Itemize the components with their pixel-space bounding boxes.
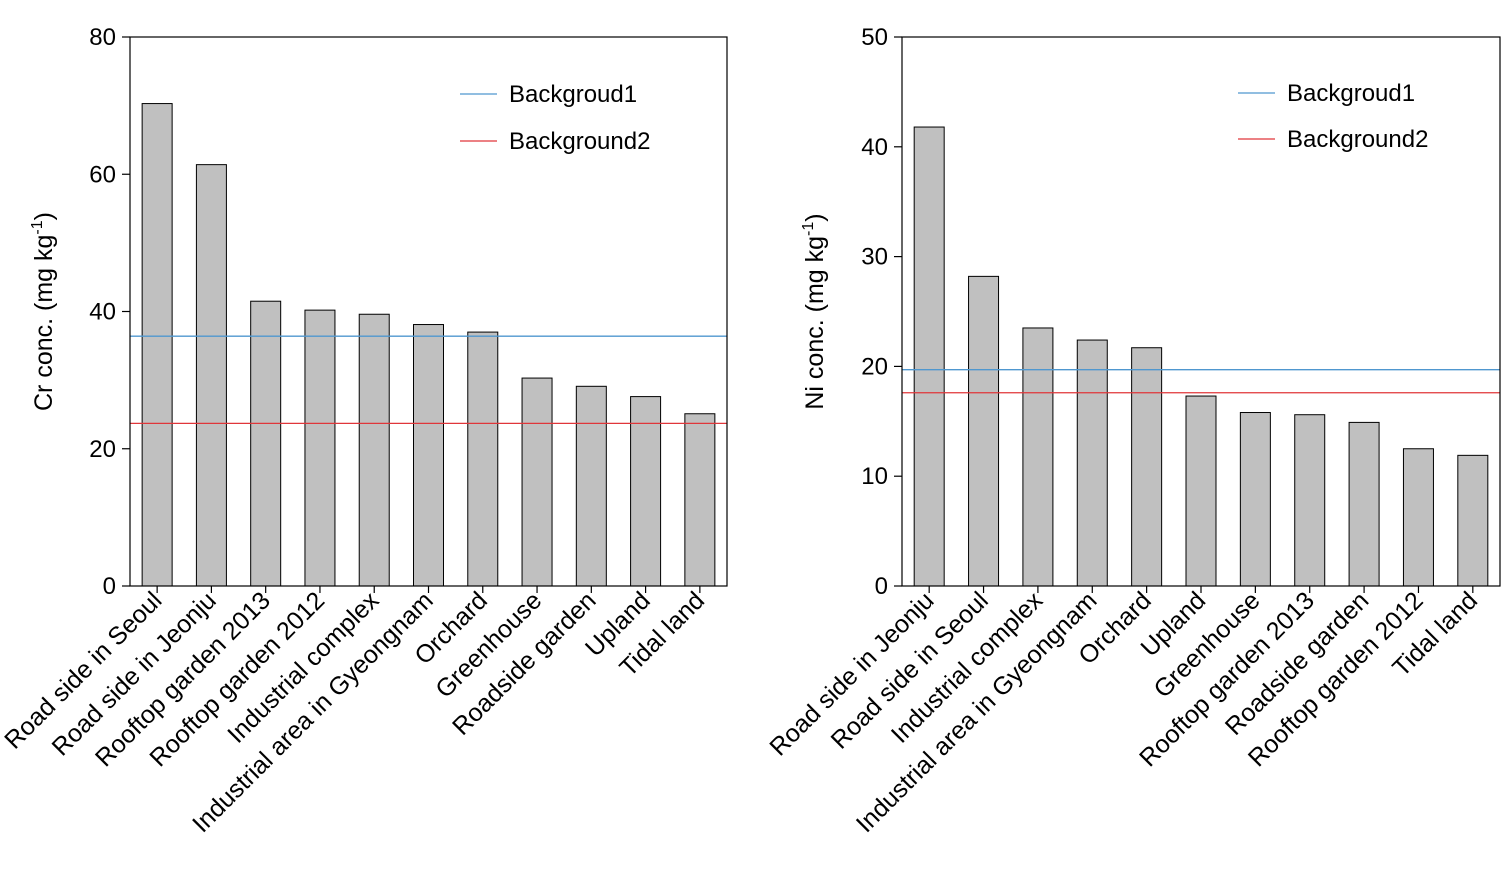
legend: Backgroud1 Background2	[1238, 80, 1428, 153]
legend-label: Backgroud1	[509, 81, 637, 108]
bar	[195, 164, 227, 587]
bar	[913, 126, 945, 587]
bar	[413, 324, 444, 587]
y-tick-label: 0	[875, 573, 888, 600]
bar	[1185, 395, 1217, 587]
bar	[521, 377, 553, 587]
bar	[1131, 347, 1163, 587]
bar	[1239, 412, 1271, 587]
bar	[1294, 414, 1326, 587]
bar	[968, 275, 1000, 587]
y-tick-label: 20	[861, 353, 888, 380]
bar	[141, 103, 173, 587]
y-tick-label: 80	[89, 24, 116, 51]
bar	[1457, 454, 1489, 587]
bar	[304, 309, 336, 587]
bar	[630, 396, 662, 587]
y-tick-label: 50	[861, 24, 888, 51]
y-tick-label: 20	[89, 436, 116, 463]
bar	[575, 385, 607, 587]
bar	[250, 300, 282, 587]
legend-label: Background2	[1287, 126, 1428, 153]
bar	[684, 413, 716, 587]
y-tick-label: 40	[89, 299, 116, 326]
bar	[1022, 327, 1054, 587]
y-tick-label: 0	[103, 573, 116, 600]
y-tick-label: 10	[861, 463, 888, 490]
bar	[358, 313, 390, 587]
y-tick-label: 30	[861, 244, 888, 271]
legend-label: Background2	[509, 128, 650, 155]
bar	[1348, 421, 1380, 587]
bar	[467, 331, 499, 587]
bar	[1402, 448, 1434, 587]
y-tick-label: 60	[89, 161, 116, 188]
legend: Backgroud1 Background2	[460, 81, 650, 155]
legend-label: Backgroud1	[1287, 80, 1415, 107]
y-axis-title: Ni conc. (mg kg-1)	[800, 213, 829, 409]
y-tick-label: 40	[861, 134, 888, 161]
y-axis-title: Cr conc. (mg kg-1)	[29, 212, 58, 411]
bar	[1076, 339, 1108, 587]
